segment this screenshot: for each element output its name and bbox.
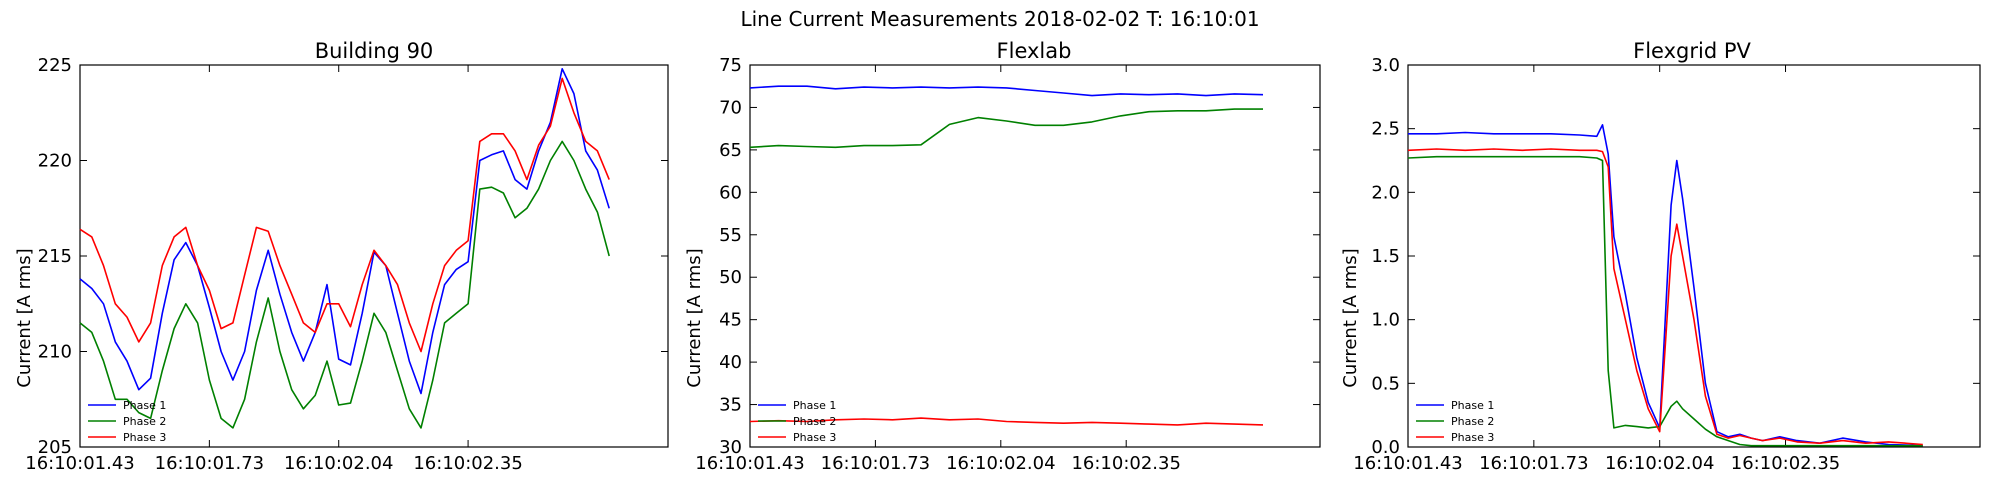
y-tick-label: 225 [38, 55, 72, 76]
chart-panel-building-90: Building 90 Current [A rms] [14, 39, 433, 388]
legend-label-phase-3: Phase 3 [793, 431, 836, 444]
x-tick-label: 16:10:02.04 [1605, 453, 1714, 474]
legend-label-phase-1: Phase 1 [1451, 399, 1494, 412]
y-tick-label: 75 [719, 55, 742, 76]
y-tick-label: 210 [38, 342, 72, 363]
x-tick-label: 16:10:02.04 [284, 453, 393, 474]
legend-label-phase-1: Phase 1 [123, 399, 166, 412]
y-tick-label: 30 [719, 437, 742, 458]
plot-area: 0.0 0.5 1.0 1.5 2.0 2.5 3.0 16:10:01.43 16:10:01… [1353, 55, 1981, 474]
chart-panel-flexlab: Flexlab Current [A rms] [684, 39, 1071, 388]
y-tick-label: 2.5 [1371, 119, 1400, 140]
panel-title: Flexgrid PV [1633, 39, 1751, 63]
plot-area: 30 35 40 45 50 55 60 65 70 75 16:10:01.43 16:10:01.… [695, 55, 1321, 474]
y-tick-label: 2.0 [1371, 182, 1400, 203]
x-tick-label: 16:10:02.35 [1071, 453, 1180, 474]
series-line-phase-1 [1408, 124, 1923, 447]
y-tick-label: 50 [719, 267, 742, 288]
panel-title: Building 90 [315, 39, 434, 63]
y-axis-label: Current [A rms] [14, 248, 35, 387]
x-tick-label: 16:10:02.35 [1731, 453, 1840, 474]
series-line-phase-2 [749, 108, 1263, 149]
panel-title: Flexlab [997, 39, 1072, 63]
y-tick-label: 205 [38, 437, 72, 458]
y-tick-label: 55 [719, 225, 742, 246]
y-tick-label: 70 [719, 97, 742, 118]
y-tick-label: 45 [719, 310, 742, 331]
y-tick-label: 1.0 [1371, 310, 1400, 331]
y-tick-label: 35 [719, 395, 742, 416]
x-tick-label: 16:10:02.35 [413, 453, 522, 474]
series-line-phase-3 [79, 77, 610, 353]
x-tick-label: 16:10:01.73 [1479, 453, 1588, 474]
y-tick-label: 40 [719, 352, 742, 373]
series-line-phase-1 [749, 85, 1264, 97]
y-tick-label: 0.0 [1371, 437, 1400, 458]
legend: Phase 1 Phase 2 Phase 3 [1416, 399, 1494, 444]
legend-label-phase-3: Phase 3 [1451, 431, 1494, 444]
x-tick-label: 16:10:01.43 [25, 453, 134, 474]
y-tick-label: 65 [719, 140, 742, 161]
legend-label-phase-2: Phase 2 [1451, 415, 1494, 428]
chart-panel-flexgrid-pv: Flexgrid PV Current [A rms] [1340, 39, 1751, 388]
y-tick-label: 60 [719, 182, 742, 203]
axes-frame [1407, 64, 1981, 448]
y-tick-label: 0.5 [1371, 373, 1400, 394]
series-line-phase-1 [79, 68, 610, 395]
plot-area: 205 210 215 220 225 16:10:01.43 16:10:01.73 16:… [25, 55, 669, 474]
figure-suptitle: Line Current Measurements 2018-02-02 T: … [740, 7, 1259, 31]
y-tick-label: 3.0 [1371, 55, 1400, 76]
x-tick-label: 16:10:01.73 [821, 453, 930, 474]
x-tick-label: 16:10:02.04 [946, 453, 1055, 474]
y-tick-label: 215 [38, 246, 72, 267]
y-axis-label: Current [A rms] [684, 248, 705, 387]
y-axis-label: Current [A rms] [1340, 248, 1361, 387]
series-line-phase-2 [79, 140, 610, 429]
legend-label-phase-1: Phase 1 [793, 399, 836, 412]
series-line-phase-3 [1407, 148, 1923, 446]
y-tick-label: 1.5 [1371, 246, 1400, 267]
legend-label-phase-2: Phase 2 [123, 415, 166, 428]
series-line-phase-3 [749, 417, 1264, 426]
legend: Phase 1 Phase 2 Phase 3 [758, 399, 836, 444]
legend: Phase 1 Phase 2 Phase 3 [88, 399, 166, 444]
x-tick-label: 16:10:01.43 [1353, 453, 1462, 474]
legend-label-phase-3: Phase 3 [123, 431, 166, 444]
y-tick-label: 220 [38, 151, 72, 172]
x-tick-label: 16:10:01.73 [155, 453, 264, 474]
x-tick-label: 16:10:01.43 [695, 453, 804, 474]
axes-frame [749, 64, 1321, 448]
legend-label-phase-2: Phase 2 [793, 415, 836, 428]
series-line-phase-2 [1407, 155, 1923, 447]
